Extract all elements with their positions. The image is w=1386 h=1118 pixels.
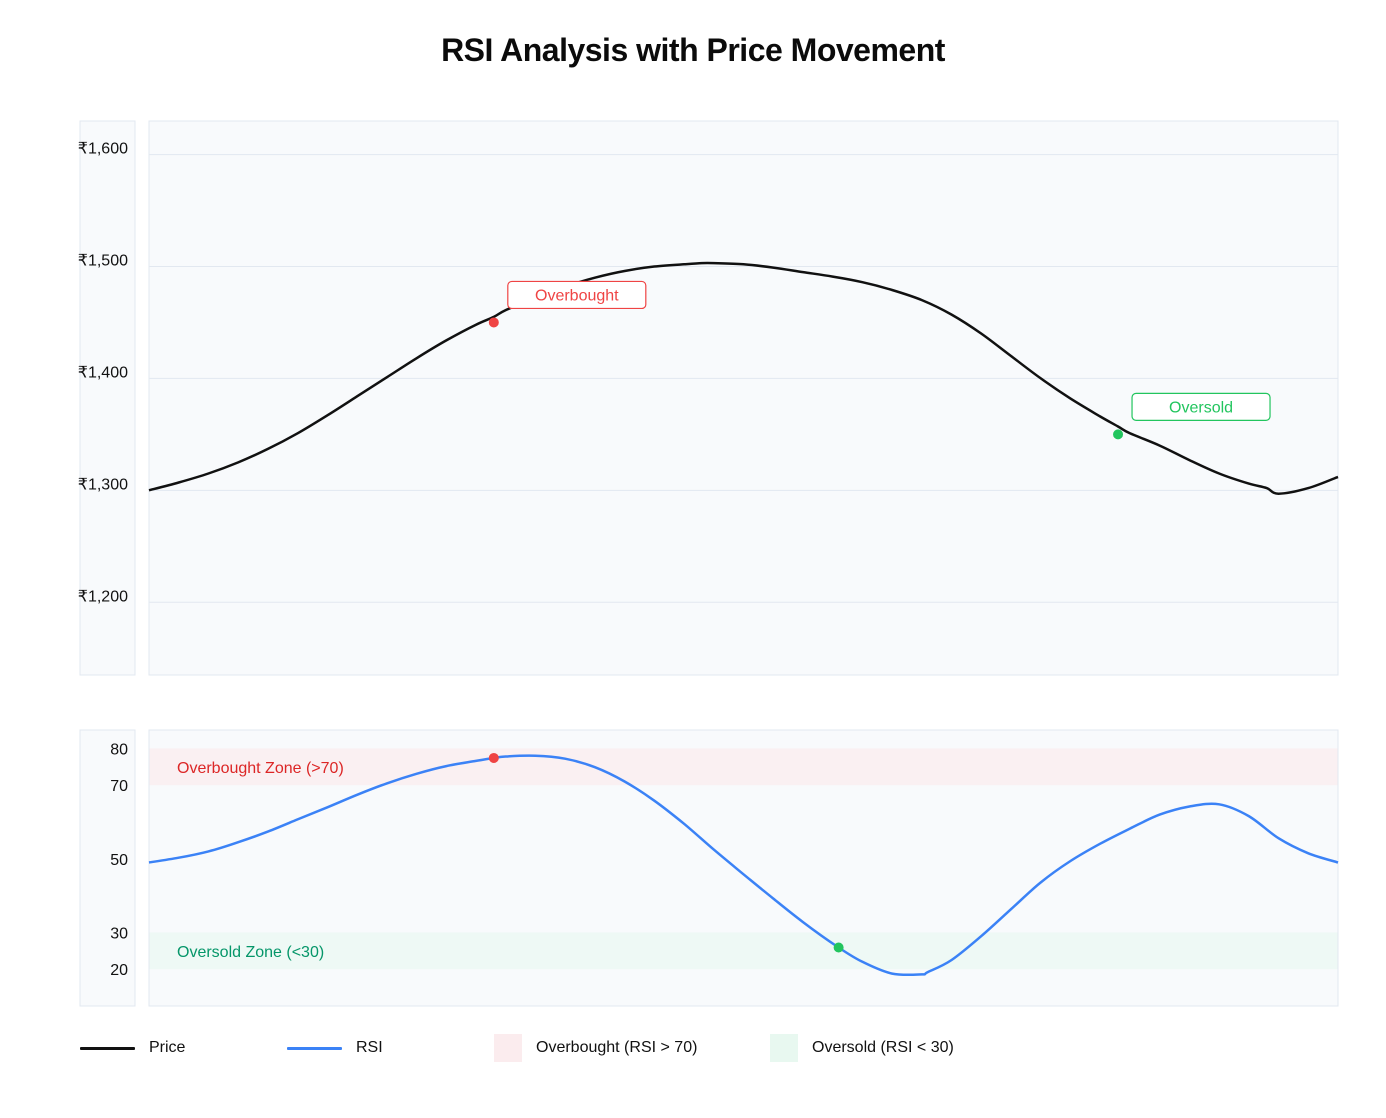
overbought-label-box	[507, 280, 647, 310]
price-y-tick-label: ₹1,200	[78, 588, 128, 605]
legend-oversold-swatch	[770, 1034, 798, 1062]
legend-oversold-label: Oversold (RSI < 30)	[812, 1039, 954, 1056]
rsi-series	[148, 754, 1339, 977]
price-y-tick-label: ₹1,600	[78, 141, 128, 158]
rsi-y-tick-label: 50	[110, 852, 128, 869]
oversold-zone-label: Oversold Zone (<30)	[177, 944, 324, 961]
legend-overbought-swatch	[494, 1034, 522, 1062]
rsi-y-tick-label: 80	[110, 741, 128, 758]
rsi-y-tick-label: 30	[110, 925, 128, 942]
oversold-label-box	[1131, 392, 1271, 421]
legend-rsi-line	[287, 1047, 342, 1050]
price-y-tick-label: ₹1,500	[78, 252, 128, 269]
rsi-overbought-point	[488, 752, 499, 763]
price-y-tick-labels: ₹1,200 ₹1,300 ₹1,400 ₹1,500 ₹1,600	[78, 141, 128, 606]
oversold-label: Oversold	[1169, 399, 1233, 416]
legend-rsi-label: RSI	[356, 1039, 383, 1056]
rsi-y-axis-panel	[79, 729, 136, 1007]
rsi-y-tick-labels: 20 30 50 70 80	[110, 741, 128, 979]
rsi-zones: Overbought Zone (>70) Oversold Zone (<30)	[149, 748, 1338, 970]
legend-price-line	[80, 1047, 135, 1050]
overbought-zone	[149, 748, 1338, 786]
overbought-annotation: Overbought	[488, 280, 647, 328]
rsi-line	[148, 754, 1339, 977]
legend-overbought-label: Overbought (RSI > 70)	[536, 1039, 698, 1056]
rsi-oversold-point	[833, 942, 844, 953]
price-y-axis-panel	[79, 120, 136, 676]
oversold-annotation: Oversold	[1113, 392, 1271, 440]
legend-price-label: Price	[149, 1039, 186, 1056]
oversold-zone	[149, 932, 1338, 970]
chart-title: RSI Analysis with Price Movement	[441, 32, 945, 68]
price-line	[148, 261, 1339, 495]
overbought-zone-label: Overbought Zone (>70)	[177, 760, 344, 777]
overbought-point	[488, 317, 499, 328]
oversold-point	[1113, 429, 1124, 440]
price-series	[148, 261, 1339, 495]
overbought-label: Overbought	[535, 287, 619, 304]
rsi-y-tick-label: 70	[110, 778, 128, 795]
rsi-markers	[488, 752, 844, 953]
price-y-tick-label: ₹1,400	[78, 364, 128, 381]
price-annotations: Overbought Oversold	[488, 280, 1271, 440]
price-y-tick-label: ₹1,300	[78, 476, 128, 493]
rsi-y-tick-label: 20	[110, 962, 128, 979]
price-grid	[149, 154, 1338, 603]
